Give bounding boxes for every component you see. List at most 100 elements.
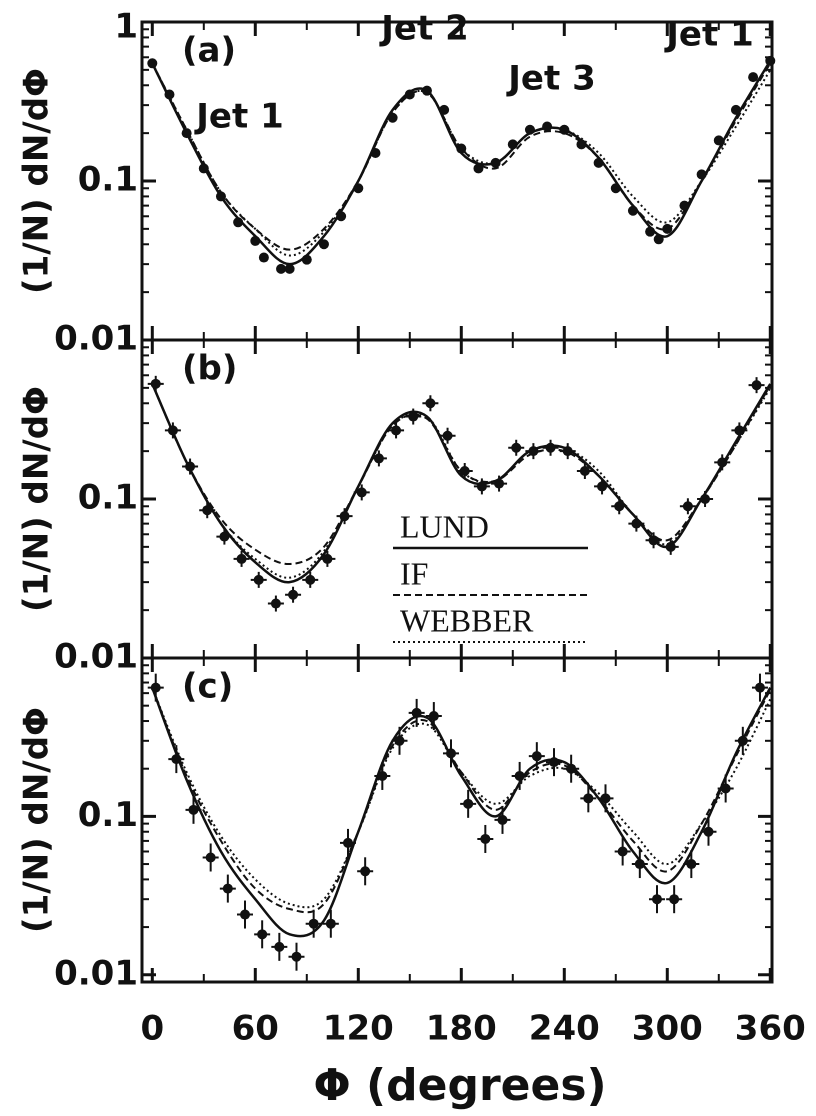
data-point [185,461,196,472]
data-point [645,226,656,237]
data-point [730,104,741,115]
data-point [748,72,759,83]
plot-frame [140,656,774,984]
y-axis-label: (1/N) dN/dΦ [17,68,57,294]
data-point [181,128,192,139]
data-point [631,518,642,529]
annotation: Jet 1 [194,97,283,137]
data-point [188,804,199,815]
y-tick-label: 0.01 [54,637,138,677]
x-tick-label: 300 [632,1009,703,1049]
data-point [600,793,611,804]
data-point [651,894,662,905]
data-point [164,89,175,100]
data-point [425,398,436,409]
data-point [548,757,559,768]
data-point [682,501,693,512]
data-point [305,574,316,585]
model-curve [151,62,772,251]
data-point [700,494,711,504]
data-point [737,735,748,746]
model-curve [151,383,772,584]
data-point [442,430,453,441]
data-point [236,553,247,564]
data-point [669,894,680,905]
legend-label: IF [400,555,428,591]
data-point [576,139,587,150]
data-point [610,183,621,194]
x-tick-label: 0 [140,1009,164,1049]
data-point [325,918,336,929]
y-tick-label: 0.01 [54,953,138,993]
data-point [360,866,371,877]
data-point [258,252,269,263]
y-tick-label: 1 [114,7,138,47]
data-point [511,442,522,453]
data-point [391,425,402,436]
y-axis-label: (1/N) dN/dΦ [17,386,57,612]
plot-frame [140,20,774,342]
data-point [219,531,230,542]
data-point [342,837,353,848]
data-point [439,104,450,115]
data-point [222,883,233,894]
data-point [720,783,731,794]
y-axis-label: (1/N) dN/dΦ [17,707,57,933]
panel-label: (a) [182,31,236,71]
data-point [150,378,161,389]
data-point [171,754,182,765]
data-point [253,574,264,585]
data-point [473,163,484,174]
data-point [377,770,388,781]
model-curve [151,687,772,914]
data-point [205,852,216,863]
data-point [408,411,419,422]
data-point [411,707,422,718]
data-point [566,763,577,774]
model-curve [151,687,772,909]
data-point [717,457,728,468]
data-point [665,541,676,552]
data-point [459,466,470,477]
data-point [597,481,608,492]
data-point [284,263,295,274]
data-point [339,511,350,522]
data-point [686,859,697,870]
data-point [545,442,556,453]
data-point [239,909,250,920]
data-point [291,951,302,962]
data-point [751,380,762,391]
data-point [734,425,745,436]
y-tick-label: 0.1 [78,160,138,200]
annotation: Jet 2 [379,9,468,49]
data-point [679,200,690,211]
y-tick-label: 0.1 [78,795,138,835]
data-point [301,254,312,265]
data-point [167,425,178,436]
data-point [634,859,645,870]
data-point [562,446,573,457]
data-point [653,234,664,245]
data-point [696,169,707,180]
data-point [428,711,439,722]
data-point [202,505,213,516]
panel-label: (b) [182,349,237,389]
data-point [480,833,491,844]
x-tick-label: 240 [529,1009,600,1049]
data-point [579,466,590,477]
data-point [514,770,525,781]
data-point [356,487,367,498]
data-point [765,55,776,66]
data-point [387,112,398,123]
data-point [308,918,319,929]
data-point [703,826,714,837]
data-point [318,239,329,250]
legend-label: WEBBER [400,602,534,638]
model-curve [151,687,772,938]
data-point [583,793,594,804]
data-point [617,846,628,857]
data-point [198,163,209,174]
model-curve [151,383,772,579]
